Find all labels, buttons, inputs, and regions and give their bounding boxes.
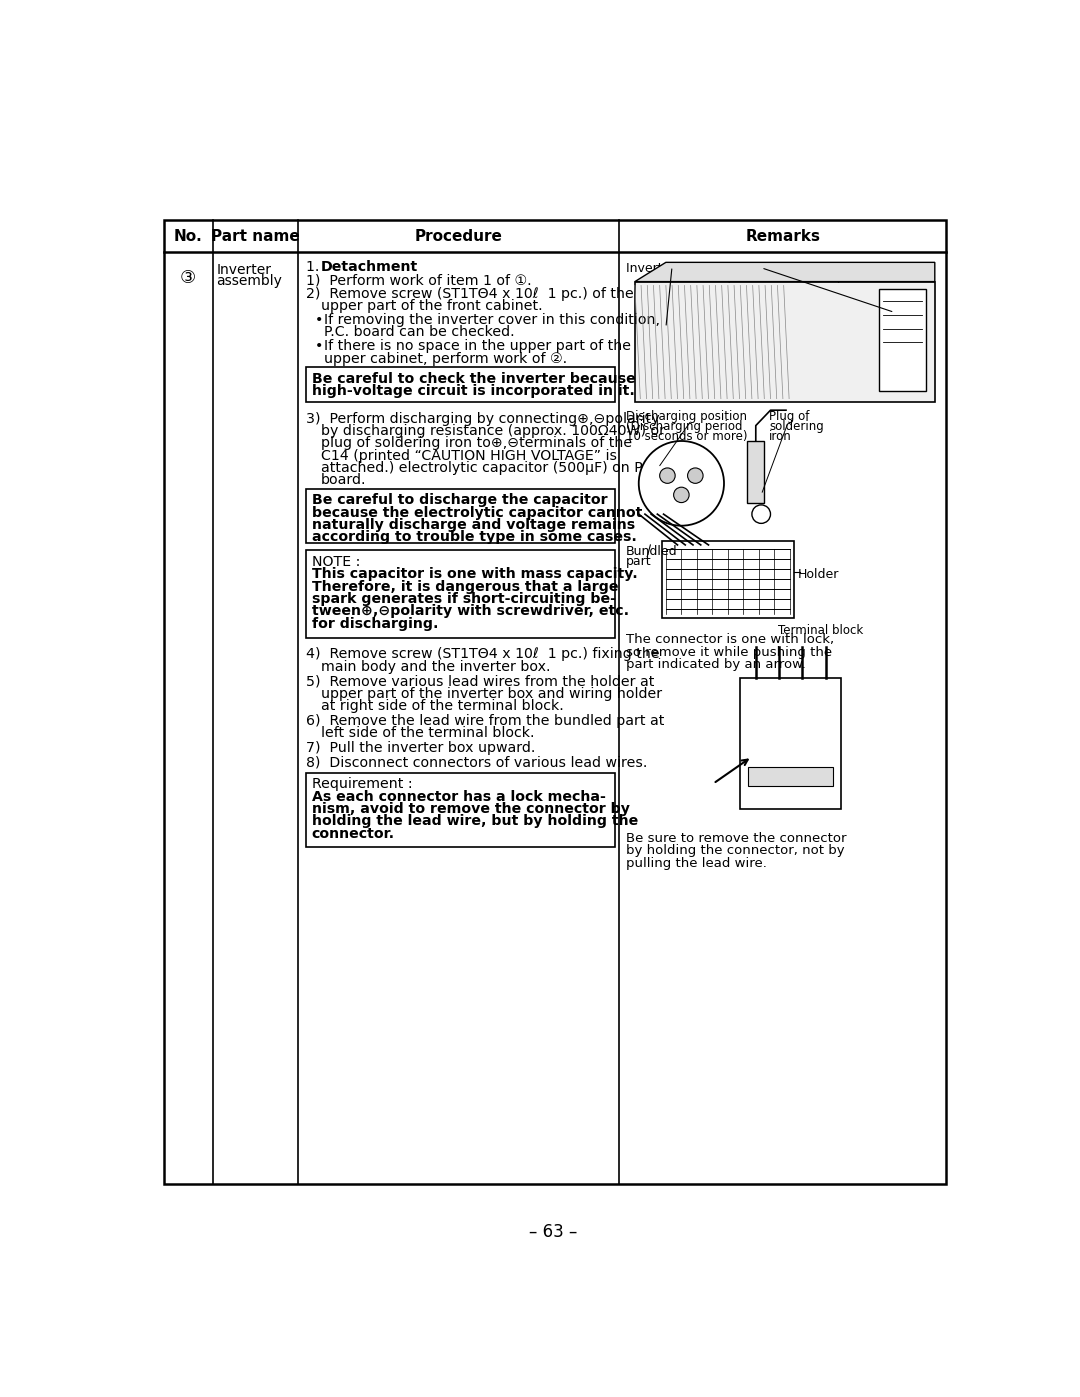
Text: according to trouble type in some cases.: according to trouble type in some cases. [312,531,636,545]
Bar [748,767,834,787]
Text: Be careful to check the inverter because: Be careful to check the inverter because [312,372,635,386]
Circle shape [752,504,770,524]
Text: Plug of: Plug of [769,411,809,423]
Text: upper part of the front cabinet.: upper part of the front cabinet. [321,299,542,313]
Text: 3)  Perform discharging by connecting⊕,⊖polarity: 3) Perform discharging by connecting⊕,⊖p… [306,412,659,426]
Text: P.C. board can be checked.: P.C. board can be checked. [324,326,515,339]
Text: Requirement :: Requirement : [312,778,413,792]
Bar [306,367,615,402]
Circle shape [660,468,675,483]
Text: 1.: 1. [306,260,328,274]
Text: assembly: assembly [216,274,282,288]
Circle shape [674,488,689,503]
Text: 7)  Pull the inverter box upward.: 7) Pull the inverter box upward. [306,740,535,754]
Text: naturally discharge and voltage remains: naturally discharge and voltage remains [312,518,635,532]
Text: Therefore, it is dangerous that a large: Therefore, it is dangerous that a large [312,580,618,594]
Bar [306,773,615,847]
Text: attached.) electrolytic capacitor (500μF) on P.C.: attached.) electrolytic capacitor (500μF… [321,461,660,475]
Text: iron: iron [769,430,792,443]
Text: main body and the inverter box.: main body and the inverter box. [321,659,551,673]
Bar [662,541,794,617]
Text: upper part of the inverter box and wiring holder: upper part of the inverter box and wirin… [321,686,662,701]
Text: This capacitor is one with mass capacity.: This capacitor is one with mass capacity… [312,567,637,581]
Text: If there is no space in the upper part of the: If there is no space in the upper part o… [324,339,631,353]
Text: •: • [314,313,323,327]
Text: at right side of the terminal block.: at right side of the terminal block. [321,698,564,712]
Text: If removing the inverter cover in this condition,: If removing the inverter cover in this c… [324,313,660,327]
Text: •: • [314,339,323,353]
Text: Bundled: Bundled [625,545,677,557]
Text: Detachment: Detachment [321,260,418,274]
Text: Be sure to remove the connector: Be sure to remove the connector [625,833,846,845]
Text: Remarks: Remarks [745,229,821,243]
Text: 8)  Disconnect connectors of various lead wires.: 8) Disconnect connectors of various lead… [306,756,647,770]
Text: The connector is one with lock,: The connector is one with lock, [625,633,834,647]
Text: No.: No. [174,229,202,243]
Text: soldering: soldering [769,420,824,433]
Circle shape [688,468,703,483]
Text: because the electrolytic capacitor cannot: because the electrolytic capacitor canno… [312,506,643,520]
Text: Part name: Part name [211,229,299,243]
Text: 4)  Remove screw (ST1TΘ4 x 10ℓ  1 pc.) fixing the: 4) Remove screw (ST1TΘ4 x 10ℓ 1 pc.) fix… [306,647,659,661]
Text: connector.: connector. [312,827,395,841]
Text: for discharging.: for discharging. [312,616,438,630]
Text: ③: ③ [180,270,197,288]
Text: part: part [625,555,651,569]
Text: As each connector has a lock mecha-: As each connector has a lock mecha- [312,789,606,803]
Text: so remove it while pushing the: so remove it while pushing the [625,645,832,659]
Bar [306,489,615,542]
Text: (Discharging period: (Discharging period [625,420,742,433]
Text: 2)  Remove screw (ST1TΘ4 x 10ℓ  1 pc.) of the: 2) Remove screw (ST1TΘ4 x 10ℓ 1 pc.) of … [306,286,633,300]
Text: 10 seconds or more): 10 seconds or more) [625,430,747,443]
Text: C14 (printed “CAUTION HIGH VOLTAGE” is: C14 (printed “CAUTION HIGH VOLTAGE” is [321,448,617,462]
Bar [164,219,946,1185]
Bar [747,441,765,503]
Text: Inverter: Inverter [216,263,271,277]
Bar [635,282,935,402]
Text: holding the lead wire, but by holding the: holding the lead wire, but by holding th… [312,814,638,828]
Bar [740,678,841,809]
Text: nism, avoid to remove the connector by: nism, avoid to remove the connector by [312,802,630,816]
Polygon shape [635,263,935,282]
Text: P.C. board: P.C. board [727,261,788,275]
Text: Inverter cover: Inverter cover [625,261,714,275]
Text: 1)  Perform work of item 1 of ①.: 1) Perform work of item 1 of ①. [306,274,531,288]
Text: plug of soldering iron to⊕,⊖terminals of the: plug of soldering iron to⊕,⊖terminals of… [321,436,632,450]
Text: part indicated by an arrow.: part indicated by an arrow. [625,658,806,671]
Text: by holding the connector, not by: by holding the connector, not by [625,844,845,858]
Text: tween⊕,⊖polarity with screwdriver, etc.: tween⊕,⊖polarity with screwdriver, etc. [312,605,629,619]
Text: – 63 –: – 63 – [529,1222,578,1241]
Text: Procedure: Procedure [415,229,502,243]
Text: Terminal block: Terminal block [779,624,864,637]
Bar [879,289,926,391]
Bar [306,550,615,638]
Text: high-voltage circuit is incorporated in it.: high-voltage circuit is incorporated in … [312,384,635,398]
Text: Holder: Holder [798,569,839,581]
Text: Be careful to discharge the capacitor: Be careful to discharge the capacitor [312,493,607,507]
Text: upper cabinet, perform work of ②.: upper cabinet, perform work of ②. [324,352,567,366]
Text: 6)  Remove the lead wire from the bundled part at: 6) Remove the lead wire from the bundled… [306,714,664,728]
Text: 5)  Remove various lead wires from the holder at: 5) Remove various lead wires from the ho… [306,675,653,689]
Text: pulling the lead wire.: pulling the lead wire. [625,856,767,870]
Text: left side of the terminal block.: left side of the terminal block. [321,726,535,740]
Text: Discharging position: Discharging position [625,411,746,423]
Text: by discharging resistance (approx. 100Ω40W) or: by discharging resistance (approx. 100Ω4… [321,425,665,439]
Text: spark generates if short-circuiting be-: spark generates if short-circuiting be- [312,592,616,606]
Text: NOTE :: NOTE : [312,555,360,569]
Text: (Soldered surface): (Soldered surface) [727,271,842,285]
Text: board.: board. [321,474,366,488]
Circle shape [638,441,724,525]
